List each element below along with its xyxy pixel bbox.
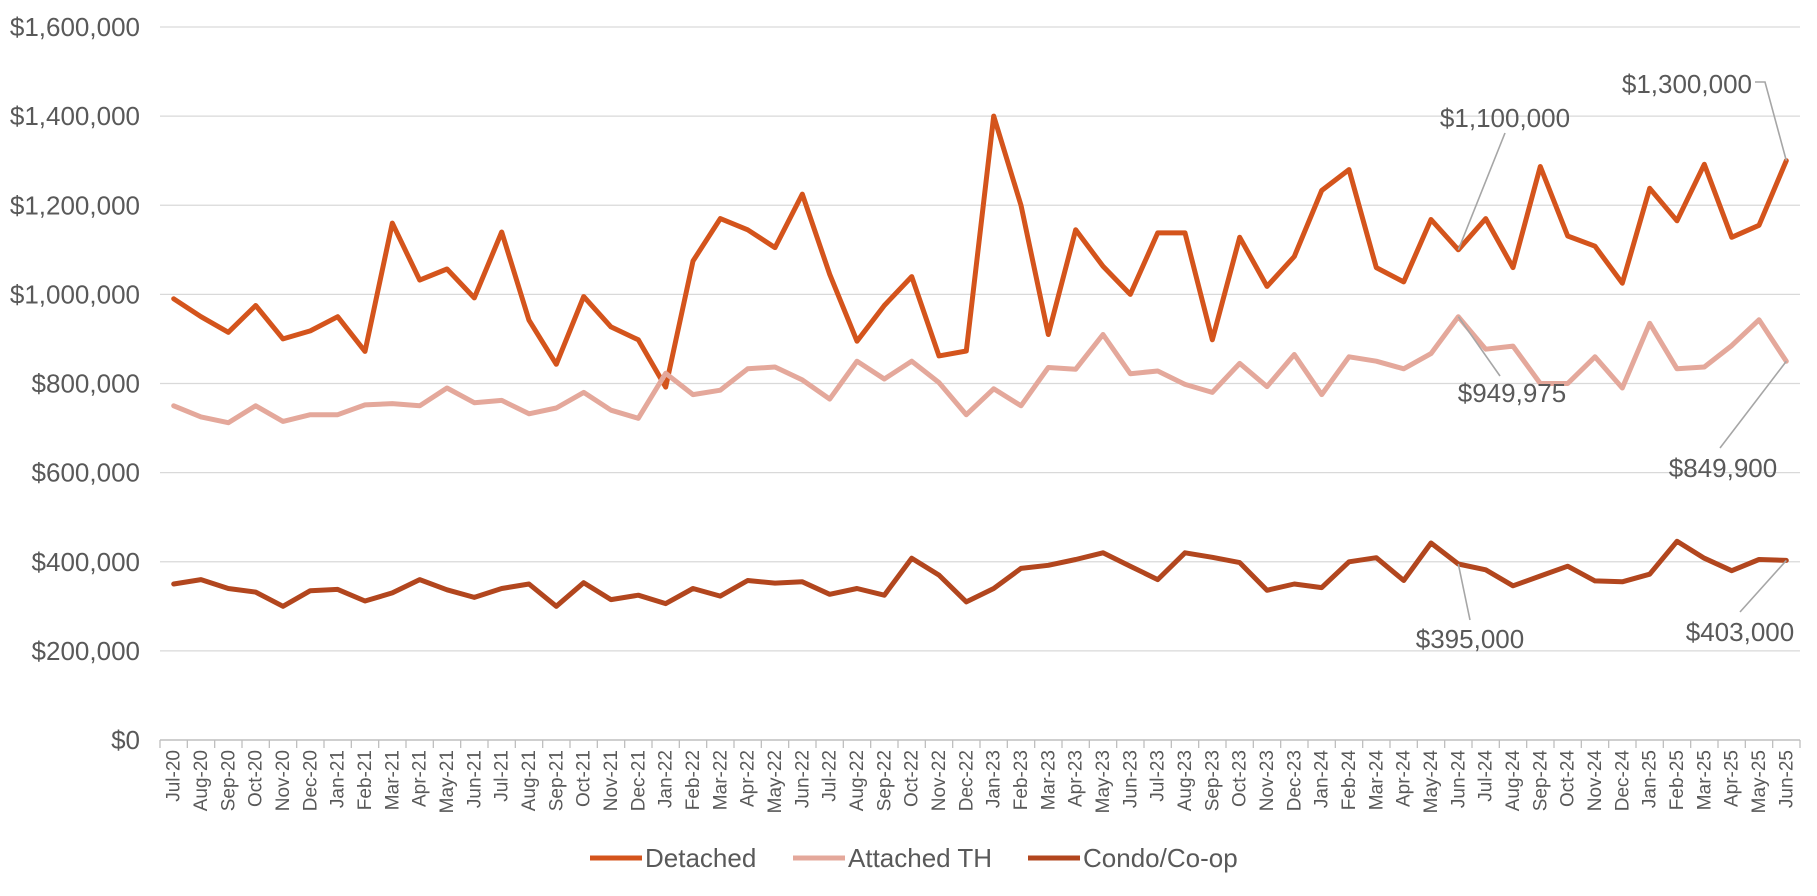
y-tick-label: $600,000 xyxy=(32,458,140,488)
x-tick-label: Nov-23 xyxy=(1257,750,1278,811)
callout-label: $395,000 xyxy=(1416,624,1524,654)
x-tick-label: Apr-24 xyxy=(1394,750,1415,807)
x-tick-label: Sep-20 xyxy=(218,750,239,811)
x-tick-label: Feb-22 xyxy=(683,750,704,810)
x-tick-label: Feb-21 xyxy=(355,750,376,810)
x-tick-label: Apr-23 xyxy=(1066,750,1087,807)
legend-item: Condo/Co-op xyxy=(1028,843,1238,873)
y-tick-label: $1,000,000 xyxy=(10,279,140,309)
legend-item: Detached xyxy=(590,843,756,873)
gridlines xyxy=(160,26,1800,652)
x-tick-label: Sep-24 xyxy=(1530,750,1551,812)
x-tick-label: Mar-21 xyxy=(382,750,403,810)
x-tick-label: Oct-24 xyxy=(1558,750,1579,807)
x-tick-label: Aug-21 xyxy=(519,750,540,811)
x-tick-label: Jul-20 xyxy=(164,750,185,802)
x-tick-label: Jul-24 xyxy=(1476,750,1497,802)
x-tick-label: Feb-23 xyxy=(1011,750,1032,810)
x-tick-label: Jul-21 xyxy=(492,750,513,802)
x-tick-label: Oct-22 xyxy=(902,750,923,807)
x-tick-label: Jul-23 xyxy=(1148,750,1169,802)
x-tick-label: Aug-23 xyxy=(1175,750,1196,811)
x-tick-label: Oct-21 xyxy=(574,750,595,807)
y-tick-label: $1,600,000 xyxy=(10,12,140,42)
x-tick-label: Jul-22 xyxy=(820,750,841,802)
x-tick-label: Aug-20 xyxy=(191,750,212,811)
x-tick-label: Nov-21 xyxy=(601,750,622,811)
y-tick-label: $200,000 xyxy=(32,636,140,666)
callout-label: $949,975 xyxy=(1458,378,1566,408)
x-tick-label: Dec-24 xyxy=(1612,750,1633,812)
x-tick-label: Jun-25 xyxy=(1776,750,1797,808)
x-tick-label: May-22 xyxy=(765,750,786,813)
x-tick-label: Jan-25 xyxy=(1640,750,1661,808)
y-tick-label: $0 xyxy=(111,725,140,755)
x-tick-label: Sep-22 xyxy=(874,750,895,811)
callout-leader-line xyxy=(1739,559,1787,613)
x-tick-label: Mar-24 xyxy=(1366,750,1387,811)
callout-label: $849,900 xyxy=(1669,453,1777,483)
x-tick-label: Jun-21 xyxy=(464,750,485,808)
x-tick-label: Apr-21 xyxy=(410,750,431,807)
y-tick-label: $400,000 xyxy=(32,547,140,577)
x-tick-label: May-23 xyxy=(1093,750,1114,813)
legend-label: Attached TH xyxy=(848,843,992,873)
x-tick-label: Jan-23 xyxy=(984,750,1005,808)
y-tick-label: $1,200,000 xyxy=(10,190,140,220)
x-tick-label: Oct-20 xyxy=(246,750,267,807)
x-tick-label: Jun-22 xyxy=(792,750,813,808)
axes: $0 $200,000 $400,000 $600,000 $800,000 $1,000… xyxy=(10,12,1801,814)
legend-label: Condo/Co-op xyxy=(1083,843,1238,873)
legend-item: Attached TH xyxy=(793,843,992,873)
x-tick-label: Dec-22 xyxy=(956,750,977,811)
y-tick-label: $1,400,000 xyxy=(10,101,140,131)
x-tick-label: Aug-24 xyxy=(1503,750,1524,812)
x-tick-label: Dec-23 xyxy=(1284,750,1305,811)
callout-leader-line xyxy=(1457,316,1501,377)
x-tick-label: May-24 xyxy=(1421,750,1442,814)
callout-label: $403,000 xyxy=(1686,617,1794,647)
x-tick-label: Dec-21 xyxy=(628,750,649,811)
callout-label: $1,300,000 xyxy=(1622,69,1752,99)
callout-leader-line xyxy=(1457,132,1506,251)
y-tick-label: $800,000 xyxy=(32,369,140,399)
x-tick-label: Feb-25 xyxy=(1667,750,1688,810)
x-tick-label: Nov-22 xyxy=(929,750,950,811)
x-tick-label: Sep-21 xyxy=(546,750,567,811)
legend: Detached Attached TH Condo/Co-op xyxy=(590,843,1238,873)
x-tick-label: May-21 xyxy=(437,750,458,813)
x-tick-label: Jan-21 xyxy=(328,750,349,808)
x-tick-label: Apr-25 xyxy=(1722,750,1743,807)
x-tick-label: Aug-22 xyxy=(847,750,868,811)
x-tick-label: Mar-25 xyxy=(1694,750,1715,810)
callout-leader-line xyxy=(1719,360,1787,449)
callouts: $1,100,000 $1,300,000 $949,975 $849,900 $395… xyxy=(1416,69,1794,654)
callout-label: $1,100,000 xyxy=(1440,103,1570,133)
x-tick-label: Mar-22 xyxy=(710,750,731,810)
series-line-attached-th xyxy=(171,314,1789,426)
x-tick-label: Feb-24 xyxy=(1339,750,1360,811)
x-tick-label: Jun-24 xyxy=(1448,750,1469,809)
legend-label: Detached xyxy=(645,843,756,873)
x-tick-label: Jan-22 xyxy=(656,750,677,808)
x-tick-label: Dec-20 xyxy=(300,750,321,811)
x-tick-label: Mar-23 xyxy=(1038,750,1059,810)
x-tick-label: Sep-23 xyxy=(1202,750,1223,811)
x-tick-label: Nov-24 xyxy=(1585,750,1606,812)
callout-leader-line xyxy=(1755,81,1788,161)
x-tick-label: Oct-23 xyxy=(1230,750,1251,807)
callout-leader-line xyxy=(1457,563,1471,621)
x-tick-label: Jan-24 xyxy=(1312,750,1333,809)
series-line-detached xyxy=(171,113,1789,390)
x-tick-label: May-25 xyxy=(1749,750,1770,813)
x-tick-label: Nov-20 xyxy=(273,750,294,811)
x-tick-label: Apr-22 xyxy=(738,750,759,807)
series-lines xyxy=(171,113,1789,609)
x-tick-label: Jun-23 xyxy=(1120,750,1141,808)
series-line-condo-co-op xyxy=(171,538,1789,609)
